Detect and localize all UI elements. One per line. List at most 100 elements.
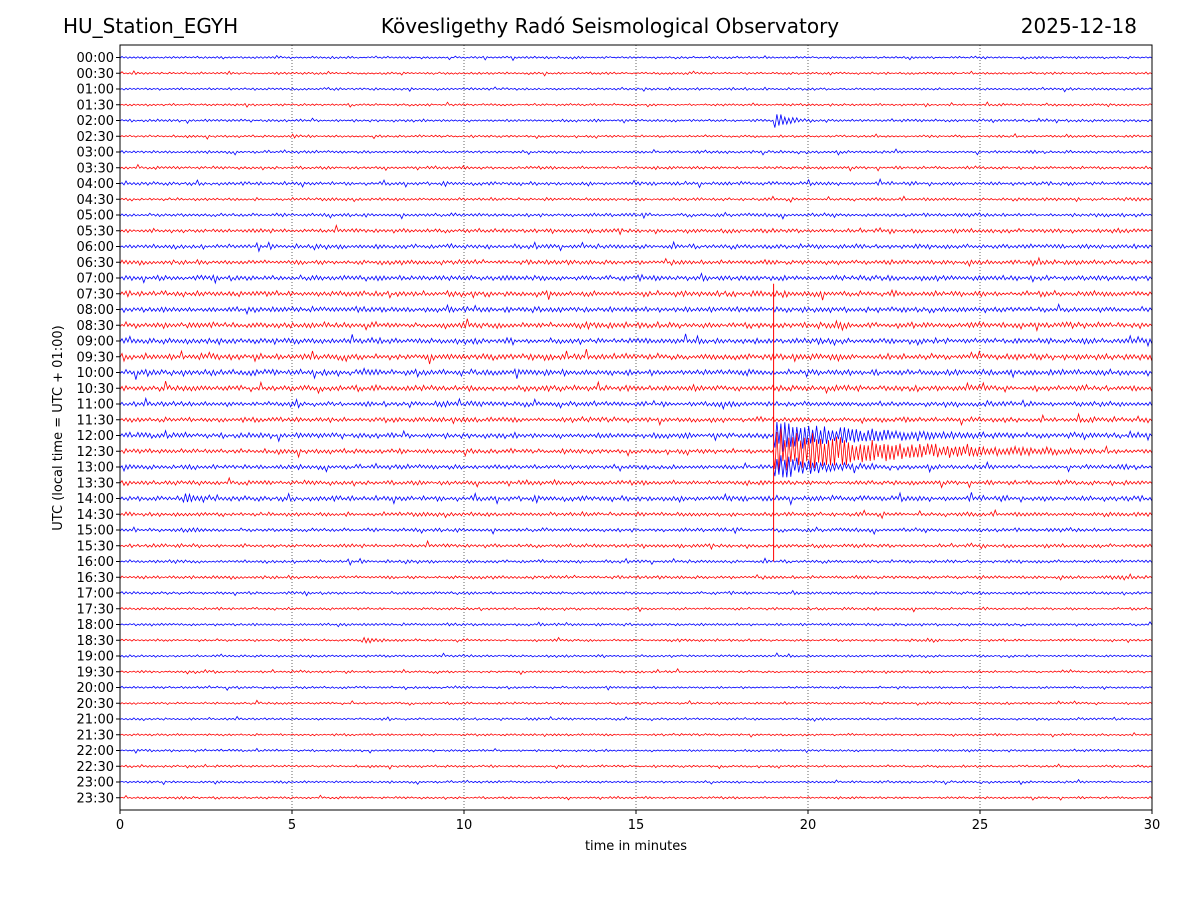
x-tick-label: 0: [116, 818, 124, 833]
trace-1000: [119, 367, 1153, 380]
x-tick-label: 10: [456, 818, 473, 833]
y-tick-label: 09:00: [77, 335, 114, 350]
y-tick-label: 09:30: [77, 350, 114, 365]
trace-0930: [119, 349, 1153, 365]
y-axis: 00:0000:3001:0001:3002:0002:3003:0003:30…: [77, 51, 120, 806]
trace-0900: [119, 333, 1153, 348]
trace-0500: [119, 211, 1153, 220]
trace-2330: [119, 794, 1153, 801]
trace-0530: [119, 224, 1153, 236]
y-tick-label: 01:30: [77, 98, 114, 113]
y-tick-label: 21:00: [77, 713, 114, 728]
trace-0830: [119, 318, 1153, 333]
trace-1200: [119, 421, 1153, 452]
trace-0430: [119, 195, 1153, 203]
chart-date: 2025-12-18: [1020, 14, 1137, 38]
grid-lines: [291, 45, 981, 810]
seismogram-traces: [119, 54, 1153, 801]
y-tick-label: 11:00: [77, 398, 114, 413]
trace-0300: [119, 148, 1153, 156]
x-tick-label: 15: [628, 818, 645, 833]
trace-1700: [119, 589, 1153, 597]
trace-1830: [119, 636, 1153, 644]
trace-1600: [119, 557, 1153, 566]
y-tick-label: 16:00: [77, 555, 114, 570]
y-tick-label: 13:30: [77, 476, 114, 491]
y-tick-label: 16:30: [77, 571, 114, 586]
trace-0100: [119, 86, 1153, 93]
x-tick-label: 5: [288, 818, 296, 833]
y-tick-label: 00:00: [77, 51, 114, 66]
trace-1100: [119, 396, 1153, 411]
y-tick-label: 04:30: [77, 193, 114, 208]
y-tick-label: 15:00: [77, 524, 114, 539]
y-tick-label: 00:30: [77, 67, 114, 82]
y-tick-label: 03:30: [77, 161, 114, 176]
trace-1430: [119, 508, 1153, 520]
y-tick-label: 15:30: [77, 539, 114, 554]
y-tick-label: 10:00: [77, 366, 114, 381]
station-name: HU_Station_EGYH: [63, 14, 239, 38]
trace-2100: [119, 715, 1153, 722]
trace-0800: [119, 302, 1153, 316]
y-tick-label: 22:00: [77, 744, 114, 759]
trace-1930: [119, 667, 1153, 676]
trace-1330: [119, 476, 1153, 489]
y-tick-label: 11:30: [77, 413, 114, 428]
y-tick-label: 18:00: [77, 618, 114, 633]
trace-2030: [119, 699, 1153, 706]
trace-0000: [119, 54, 1153, 62]
trace-1300: [119, 455, 1153, 478]
trace-1400: [119, 491, 1153, 506]
trace-0400: [119, 178, 1153, 189]
trace-2230: [119, 763, 1153, 770]
y-axis-label: UTC (local time = UTC + 01:00): [51, 325, 66, 530]
trace-1030: [119, 380, 1153, 395]
y-tick-label: 14:00: [77, 492, 114, 507]
y-tick-label: 23:00: [77, 776, 114, 791]
y-tick-label: 07:00: [77, 272, 114, 287]
trace-0730: [119, 288, 1153, 301]
y-tick-label: 06:30: [77, 256, 114, 271]
trace-0200: [119, 114, 1153, 128]
y-tick-label: 06:00: [77, 240, 114, 255]
y-tick-label: 02:30: [77, 130, 114, 145]
y-tick-label: 22:30: [77, 760, 114, 775]
x-tick-label: 25: [972, 818, 989, 833]
y-tick-label: 01:00: [77, 83, 114, 98]
y-tick-label: 10:30: [77, 382, 114, 397]
y-tick-label: 23:30: [77, 791, 114, 806]
trace-1730: [119, 606, 1153, 613]
x-tick-label: 20: [800, 818, 817, 833]
trace-1800: [119, 621, 1153, 628]
trace-1500: [119, 526, 1153, 536]
trace-0230: [119, 133, 1153, 140]
y-tick-label: 05:00: [77, 209, 114, 224]
trace-0700: [119, 272, 1153, 285]
y-tick-label: 17:00: [77, 587, 114, 602]
trace-1530: [119, 539, 1153, 551]
y-tick-label: 14:30: [77, 508, 114, 523]
chart-title: Kövesligethy Radó Seismological Observat…: [380, 14, 840, 38]
x-axis-label: time in minutes: [585, 839, 687, 854]
y-tick-label: 04:00: [77, 177, 114, 192]
trace-1900: [119, 652, 1153, 659]
trace-2000: [119, 685, 1153, 691]
trace-0600: [119, 240, 1153, 253]
y-tick-label: 20:30: [77, 697, 114, 712]
y-tick-label: 13:00: [77, 461, 114, 476]
y-tick-label: 05:30: [77, 224, 114, 239]
y-tick-label: 17:30: [77, 602, 114, 617]
trace-1630: [119, 573, 1153, 581]
y-tick-label: 19:00: [77, 650, 114, 665]
y-tick-label: 20:00: [77, 681, 114, 696]
y-tick-label: 02:00: [77, 114, 114, 129]
trace-0030: [119, 70, 1153, 77]
trace-0630: [119, 256, 1153, 268]
trace-0130: [119, 101, 1153, 108]
y-tick-label: 19:30: [77, 665, 114, 680]
y-tick-label: 08:30: [77, 319, 114, 334]
trace-2300: [119, 778, 1153, 786]
y-tick-label: 03:00: [77, 146, 114, 161]
